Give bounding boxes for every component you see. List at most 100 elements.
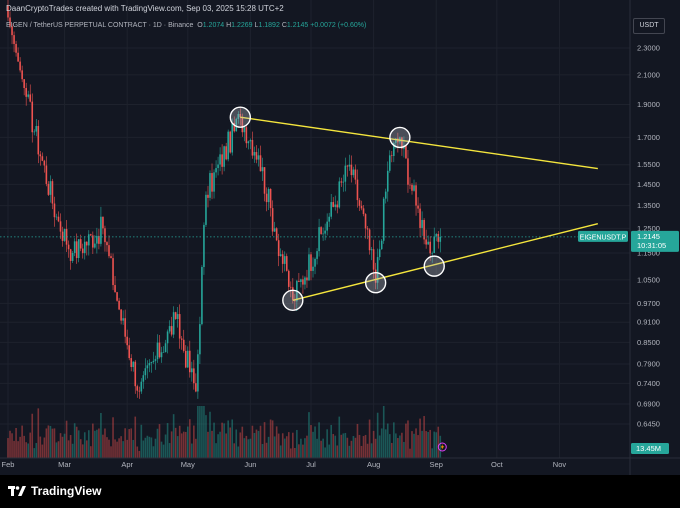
candle-body[interactable]	[205, 194, 207, 225]
candle-body[interactable]	[310, 254, 312, 271]
candle-body[interactable]	[290, 286, 292, 288]
candle-body[interactable]	[27, 94, 29, 97]
candle-body[interactable]	[144, 368, 147, 376]
candle-body[interactable]	[376, 257, 379, 283]
candle-body[interactable]	[411, 184, 413, 191]
candle-body[interactable]	[249, 140, 252, 142]
candle-body[interactable]	[140, 381, 143, 392]
candle-body[interactable]	[209, 173, 211, 198]
candle-body[interactable]	[67, 244, 70, 250]
candle-body[interactable]	[391, 155, 393, 156]
candlesticks[interactable]	[7, 0, 442, 399]
trendline-upper[interactable]	[240, 116, 598, 170]
candle-body[interactable]	[265, 193, 268, 203]
candle-body[interactable]	[37, 125, 40, 155]
candle-body[interactable]	[306, 277, 308, 281]
candle-body[interactable]	[304, 277, 306, 285]
candle-body[interactable]	[287, 270, 290, 287]
candle-body[interactable]	[122, 318, 124, 321]
candle-body[interactable]	[219, 154, 221, 165]
trendline-lower[interactable]	[292, 222, 599, 301]
candle-body[interactable]	[116, 292, 118, 301]
candle-body[interactable]	[31, 101, 34, 133]
candle-body[interactable]	[213, 172, 215, 192]
candle-body[interactable]	[271, 208, 274, 232]
candle-body[interactable]	[372, 249, 375, 270]
candle-body[interactable]	[29, 94, 32, 102]
candle-body[interactable]	[158, 342, 161, 358]
candle-body[interactable]	[128, 345, 130, 359]
candle-body[interactable]	[17, 52, 19, 62]
candle-body[interactable]	[90, 234, 92, 236]
candle-body[interactable]	[334, 204, 337, 207]
candle-body[interactable]	[201, 267, 203, 325]
candle-body[interactable]	[71, 252, 74, 261]
candle-body[interactable]	[322, 233, 324, 235]
candle-body[interactable]	[423, 219, 425, 240]
candle-body[interactable]	[366, 228, 369, 230]
candle-body[interactable]	[382, 198, 385, 241]
candle-body[interactable]	[251, 140, 254, 156]
candle-body[interactable]	[388, 155, 391, 171]
candle-body[interactable]	[231, 122, 234, 153]
candle-body[interactable]	[88, 234, 90, 246]
candle-body[interactable]	[47, 183, 50, 195]
candle-body[interactable]	[134, 361, 137, 387]
candle-body[interactable]	[45, 165, 48, 184]
candle-body[interactable]	[195, 383, 197, 392]
candle-body[interactable]	[51, 181, 54, 204]
price-axis[interactable]: 2.3000 2.1000 1.9000 1.7000 1.5500 1.4500 1.35…	[629, 0, 660, 475]
candle-body[interactable]	[39, 154, 42, 157]
candle-body[interactable]	[96, 235, 98, 244]
candle-body[interactable]	[94, 243, 96, 248]
price-chart[interactable]: 2.3000 2.1000 1.9000 1.7000 1.5500 1.4500 1.35…	[0, 0, 680, 475]
candle-body[interactable]	[283, 256, 286, 264]
candle-body[interactable]	[380, 240, 383, 250]
candle-body[interactable]	[199, 324, 201, 355]
candle-body[interactable]	[172, 312, 175, 335]
candle-body[interactable]	[340, 181, 343, 183]
candle-body[interactable]	[384, 191, 387, 199]
candle-body[interactable]	[130, 358, 133, 368]
candle-body[interactable]	[35, 125, 38, 132]
currency-button[interactable]: USDT	[633, 18, 665, 34]
candle-body[interactable]	[425, 239, 427, 245]
candle-body[interactable]	[354, 169, 357, 180]
candle-body[interactable]	[112, 258, 114, 286]
candle-body[interactable]	[255, 152, 258, 160]
candle-body[interactable]	[57, 216, 60, 222]
candle-body[interactable]	[178, 314, 181, 339]
candle-body[interactable]	[41, 156, 44, 161]
candle-body[interactable]	[409, 184, 411, 186]
candle-body[interactable]	[237, 113, 240, 119]
candle-body[interactable]	[241, 117, 244, 133]
candle-body[interactable]	[160, 352, 163, 358]
candle-body[interactable]	[346, 165, 349, 167]
candle-body[interactable]	[7, 5, 9, 18]
candle-body[interactable]	[186, 350, 189, 368]
candle-body[interactable]	[114, 285, 116, 293]
candle-body[interactable]	[352, 169, 355, 176]
candle-body[interactable]	[150, 362, 153, 364]
candle-body[interactable]	[362, 208, 365, 215]
candle-body[interactable]	[25, 88, 27, 97]
trendlines[interactable]	[240, 116, 599, 301]
candle-body[interactable]	[338, 181, 341, 208]
tradingview-logo[interactable]: TradingView	[8, 484, 101, 498]
candle-body[interactable]	[405, 145, 407, 159]
candle-body[interactable]	[166, 331, 169, 344]
candle-body[interactable]	[83, 241, 86, 254]
candle-body[interactable]	[308, 254, 310, 281]
candle-body[interactable]	[69, 249, 72, 261]
candle-body[interactable]	[298, 280, 300, 282]
candle-body[interactable]	[439, 236, 442, 242]
candle-body[interactable]	[11, 26, 13, 36]
candle-body[interactable]	[207, 194, 209, 198]
candle-body[interactable]	[239, 113, 242, 118]
candle-body[interactable]	[364, 214, 367, 229]
candle-body[interactable]	[316, 251, 318, 259]
candle-body[interactable]	[110, 256, 112, 259]
candle-body[interactable]	[55, 216, 58, 218]
candle-body[interactable]	[437, 234, 440, 242]
candle-body[interactable]	[269, 188, 272, 209]
